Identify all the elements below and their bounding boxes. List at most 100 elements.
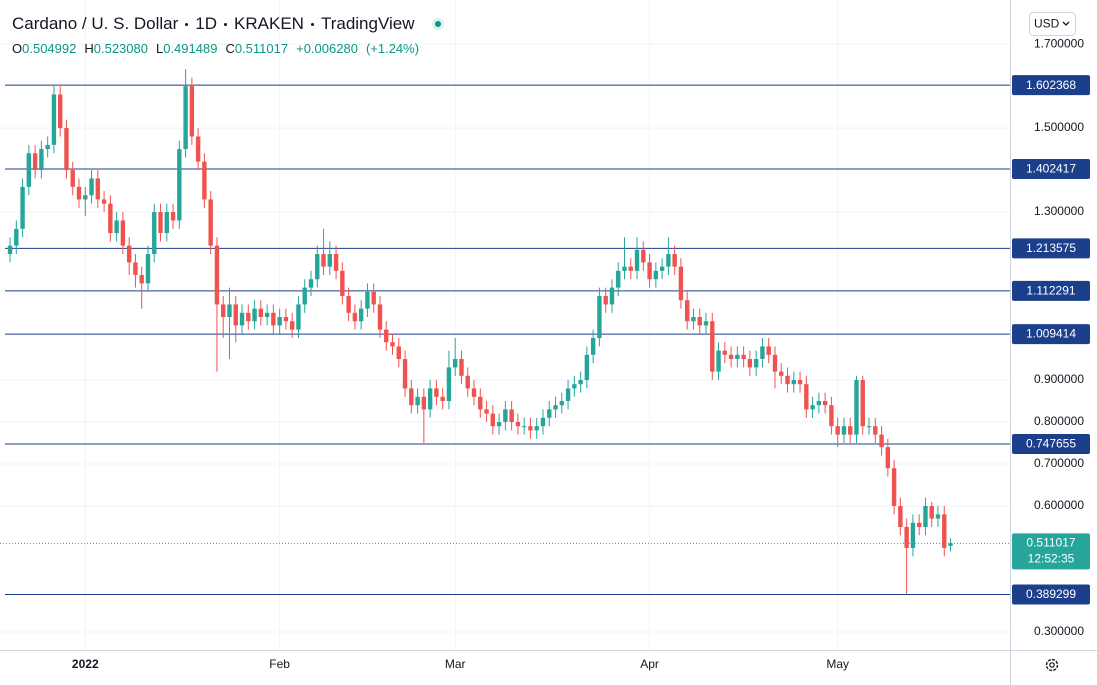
candle-body [484, 409, 489, 414]
candle-body [722, 350, 728, 355]
candle-body [490, 413, 496, 427]
high-value: 0.523080 [93, 41, 148, 56]
candle-body [145, 254, 151, 284]
candle-body [772, 354, 778, 372]
interval[interactable]: 1D [195, 14, 218, 33]
change-percent: (+1.24%) [365, 41, 420, 56]
candle-body [528, 426, 533, 431]
close-value: 0.511017 [234, 41, 289, 56]
y-tick-label: 1.500000 [1034, 120, 1084, 134]
candle-body [277, 317, 282, 326]
candle-body [164, 212, 169, 234]
candle-body [258, 308, 264, 318]
y-tick-label: 1.700000 [1034, 36, 1084, 50]
candle-body [402, 359, 408, 389]
last-price-box [1012, 533, 1090, 570]
candle-body [358, 308, 364, 322]
candle-body [89, 178, 94, 196]
exchange: KRAKEN [234, 14, 304, 33]
candle-body [195, 136, 201, 162]
candle-body [177, 149, 182, 221]
y-tick-label: 0.900000 [1034, 372, 1084, 386]
y-tick-label: 1.300000 [1034, 204, 1084, 218]
candle-body [822, 401, 828, 406]
y-tick-label: 0.700000 [1034, 456, 1084, 470]
candle-body [120, 220, 126, 246]
candle-body [346, 296, 351, 313]
low-value: 0.491489 [163, 41, 218, 56]
candle-body [603, 296, 608, 305]
candle-body [478, 396, 483, 410]
level-label: 0.389299 [1026, 587, 1076, 601]
open-label: O [12, 41, 23, 56]
candle-body [365, 291, 370, 309]
candle-body [327, 254, 333, 267]
candle-body [64, 128, 69, 171]
candle-body [221, 304, 226, 318]
candle-body [521, 426, 527, 428]
candle-body [948, 543, 953, 546]
candle-body [841, 426, 847, 435]
last-price-label: 0.511017 [1026, 536, 1075, 550]
candle-body [779, 371, 784, 376]
candle-body [747, 359, 753, 368]
candle-body [584, 354, 590, 381]
candle-body [170, 212, 176, 221]
settings-icon[interactable] [1045, 658, 1059, 672]
candle-body [133, 262, 138, 276]
candle-body [396, 346, 401, 360]
candle-body [942, 514, 947, 548]
level-label: 1.602368 [1026, 78, 1076, 92]
candle-body [252, 308, 257, 322]
candle-body [14, 228, 19, 246]
candle-body [321, 254, 326, 267]
candle-body [854, 380, 859, 435]
candle-body [95, 178, 101, 200]
candle-body [352, 312, 358, 322]
currency-button[interactable] [1029, 12, 1076, 36]
candle-body [710, 321, 715, 372]
candle-body [459, 359, 464, 376]
source: TradingView [320, 14, 415, 33]
candle-body [716, 350, 721, 372]
level-label-box [1012, 159, 1090, 180]
ohlc-legend: O 0.504992 H 0.523080 L 0.491489 C 0.511017 … [12, 41, 427, 56]
level-label: 1.009414 [1026, 327, 1076, 341]
candle-body [672, 254, 677, 267]
low-label: L [155, 41, 164, 56]
candle-body [760, 346, 765, 360]
candle-body [296, 304, 301, 330]
candle-body [302, 287, 307, 305]
candle-body [509, 409, 514, 422]
candle-body [271, 312, 276, 326]
candle-body [797, 380, 803, 385]
candle-body [622, 266, 627, 271]
candle-body [609, 287, 615, 305]
candle-body [76, 186, 82, 200]
level-label-box [1012, 584, 1090, 605]
separator [185, 22, 189, 26]
candle-body [804, 384, 809, 410]
candle-body [114, 220, 119, 234]
candle-body [264, 312, 270, 318]
close-label: C [225, 41, 235, 56]
candle-body [208, 199, 213, 246]
candle-body [641, 249, 646, 263]
candle-body [904, 526, 909, 548]
x-tick-label: Mar [445, 657, 466, 671]
candle-body [101, 199, 107, 204]
candle-body [540, 417, 546, 427]
candle-body [590, 338, 596, 355]
change-value: +0.006280 [296, 41, 358, 56]
candle-body [910, 522, 916, 548]
candle-body [678, 266, 684, 301]
candle-body [578, 380, 583, 385]
currency-chevron [1062, 21, 1070, 26]
candle-body [791, 380, 796, 385]
candle-body [885, 447, 891, 469]
candle-body [835, 426, 840, 435]
candle-body [32, 153, 38, 171]
open-value: 0.504992 [22, 41, 77, 56]
